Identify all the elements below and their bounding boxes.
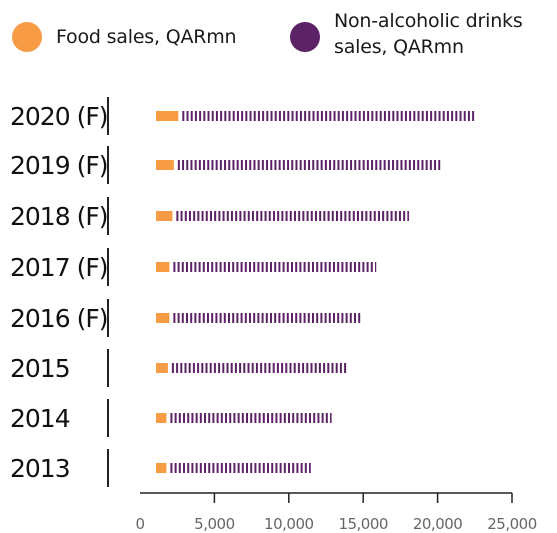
y-tick-label: 2015 [10, 354, 70, 383]
bar-drinks [156, 313, 170, 323]
bar-drinks [156, 463, 167, 473]
bar-drinks [156, 262, 170, 272]
legend-label-food: Food sales, QARmn [56, 26, 237, 48]
y-tick-label: 2019 (F) [10, 151, 107, 180]
x-tick-label: 25,000 [487, 515, 537, 533]
x-tick-label: 5,000 [194, 515, 234, 533]
legend-item-drinks: Non-alcoholic drinks sales, QARmn [290, 8, 550, 60]
legend-label-drinks: Non-alcoholic drinks sales, QARmn [334, 10, 523, 58]
bar-drinks [156, 413, 167, 423]
y-tick-label: 2013 [10, 454, 70, 483]
bar-drinks [156, 363, 168, 373]
bar-drinks [156, 211, 173, 221]
y-tick-label: 2016 (F) [10, 304, 107, 333]
x-tick-label: 20,000 [413, 515, 463, 533]
bar-drinks [156, 160, 174, 170]
legend-item-food: Food sales, QARmn [12, 22, 237, 52]
bars [156, 111, 475, 473]
x-tick-label: 10,000 [264, 515, 314, 533]
y-tick-label: 2017 (F) [10, 253, 107, 282]
y-tick-label: 2020 (F) [10, 102, 107, 131]
x-tick-label: 15,000 [338, 515, 388, 533]
y-axis-labels: 2020 (F) 2019 (F) 2018 (F) 2017 (F) 2016 (F)… [10, 97, 109, 487]
legend-swatch-drinks [290, 22, 320, 52]
y-tick-label: 2014 [10, 404, 70, 433]
bar-drinks [156, 111, 179, 121]
y-tick-label: 2018 (F) [10, 202, 107, 231]
x-tick-label: 0 [135, 515, 144, 533]
legend: Food sales, QARmn Non-alcoholic drinks s… [0, 0, 557, 80]
x-axis: 0 5,000 10,000 15,000 20,000 25,000 [135, 492, 537, 533]
legend-swatch-food [12, 22, 42, 52]
